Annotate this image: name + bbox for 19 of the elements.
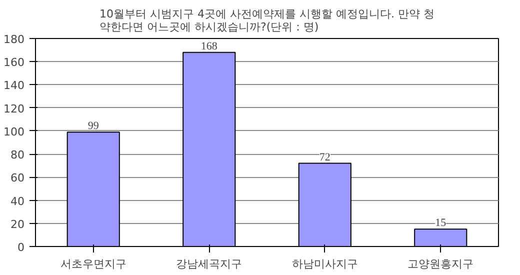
- y-tick-label: 40: [10, 194, 25, 208]
- data-label: 72: [319, 151, 330, 164]
- chart-title: 10월부터 시범지구 4곳에 사전예약제를 시행할 예정입니다. 만약 청 약한다면 어느곳에 하시겠습니까?(단위 : 명): [100, 8, 434, 34]
- y-tick-label: 160: [4, 56, 25, 70]
- y-tick-label: 0: [18, 241, 24, 254]
- y-tick-label: 140: [4, 79, 25, 92]
- y-tick-label: 100: [4, 125, 25, 138]
- y-tick-label: 120: [4, 102, 25, 116]
- x-tick-label: 하남미사지구: [292, 258, 358, 270]
- data-label: 168: [200, 40, 218, 52]
- x-tick-label: 고양원흥지구: [408, 258, 474, 270]
- x-tick-label: 서초우면지구: [60, 258, 126, 270]
- x-tick-label: 강남세곡지구: [176, 258, 242, 270]
- y-tick-label: 20: [10, 218, 25, 231]
- y-tick-label: 60: [10, 172, 25, 185]
- data-label: 99: [88, 120, 100, 132]
- data-label: 15: [435, 217, 447, 230]
- y-tick-label: 80: [10, 148, 25, 162]
- y-tick-label: 180: [4, 33, 25, 46]
